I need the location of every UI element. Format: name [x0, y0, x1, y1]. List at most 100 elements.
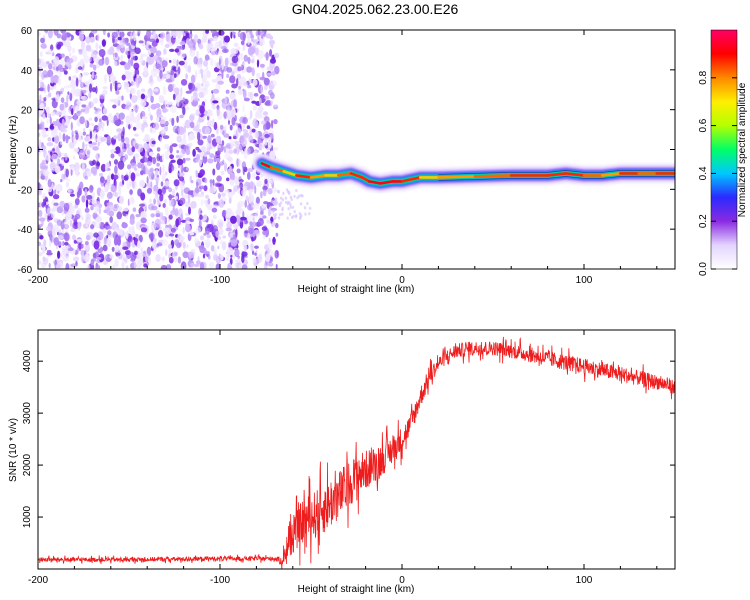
noise-speckle — [165, 206, 169, 216]
noise-speckle — [57, 64, 63, 70]
noise-speckle — [173, 87, 180, 94]
noise-speckle — [111, 246, 115, 252]
noise-speckle — [172, 188, 176, 198]
noise-speckle — [139, 179, 146, 188]
noise-speckle — [199, 159, 203, 165]
noise-speckle — [124, 250, 131, 256]
noise-speckle — [73, 256, 80, 262]
noise-speckle — [234, 64, 240, 74]
noise-speckle — [42, 44, 47, 49]
noise-speckle — [47, 207, 51, 216]
noise-speckle — [53, 30, 59, 36]
noise-speckle — [38, 170, 41, 180]
noise-speckle — [72, 75, 78, 79]
noise-speckle — [128, 226, 132, 234]
noise-speckle — [260, 191, 263, 199]
noise-speckle — [208, 113, 211, 117]
noise-speckle — [236, 168, 241, 174]
noise-speckle — [75, 69, 79, 74]
noise-speckle — [66, 94, 69, 104]
noise-speckle — [91, 71, 95, 79]
noise-speckle — [306, 201, 309, 206]
noise-speckle — [91, 30, 98, 34]
noise-speckle — [255, 175, 260, 181]
noise-speckle — [38, 132, 41, 137]
noise-speckle — [48, 262, 51, 269]
noise-speckle — [161, 173, 166, 182]
noise-speckle — [265, 33, 272, 39]
noise-speckle — [121, 95, 124, 101]
noise-speckle — [78, 30, 85, 35]
noise-speckle — [293, 210, 296, 214]
noise-speckle — [47, 30, 53, 39]
noise-speckle — [170, 104, 177, 114]
noise-speckle — [41, 201, 45, 208]
noise-speckle — [199, 68, 204, 75]
noise-speckle — [289, 195, 293, 199]
noise-speckle — [264, 133, 270, 138]
noise-speckle — [176, 115, 179, 123]
noise-speckle — [134, 107, 138, 113]
noise-speckle — [145, 253, 149, 263]
noise-speckle — [224, 65, 227, 72]
noise-speckle — [200, 146, 207, 152]
noise-speckle — [168, 199, 174, 207]
noise-speckle — [149, 75, 153, 83]
noise-speckle — [78, 73, 82, 81]
noise-speckle — [250, 33, 254, 43]
noise-speckle — [263, 201, 269, 205]
y-tick-label: -40 — [18, 225, 33, 236]
noise-speckle — [175, 218, 180, 228]
noise-speckle — [217, 145, 222, 148]
noise-speckle — [174, 48, 180, 53]
noise-speckle — [229, 139, 234, 147]
noise-speckle — [130, 162, 137, 169]
noise-speckle — [190, 95, 194, 103]
noise-speckle — [98, 253, 105, 263]
noise-speckle — [209, 153, 215, 159]
noise-speckle — [51, 111, 56, 117]
noise-speckle — [55, 118, 60, 126]
noise-speckle — [99, 93, 106, 100]
noise-speckle — [224, 96, 228, 104]
noise-speckle — [61, 32, 68, 41]
noise-speckle — [195, 146, 200, 151]
noise-speckle — [246, 125, 251, 130]
noise-speckle — [185, 148, 191, 156]
noise-speckle — [133, 126, 137, 131]
noise-speckle — [185, 38, 190, 45]
noise-speckle — [157, 59, 160, 65]
noise-speckle — [208, 261, 215, 269]
noise-speckle — [231, 117, 236, 126]
noise-speckle — [156, 243, 159, 248]
noise-speckle — [197, 63, 203, 69]
noise-speckle — [160, 181, 164, 187]
noise-speckle — [65, 212, 72, 220]
noise-speckle — [88, 160, 93, 165]
noise-speckle — [102, 107, 107, 115]
noise-speckle — [293, 194, 296, 198]
noise-speckle — [270, 100, 273, 105]
noise-speckle — [238, 85, 242, 91]
noise-speckle — [153, 184, 159, 192]
noise-speckle — [182, 36, 188, 40]
noise-speckle — [241, 189, 247, 196]
noise-speckle — [130, 172, 136, 182]
noise-speckle — [85, 241, 89, 246]
noise-speckle — [186, 244, 189, 249]
noise-speckle — [172, 93, 176, 101]
noise-speckle — [120, 120, 124, 125]
noise-speckle — [100, 176, 105, 184]
noise-speckle — [243, 244, 248, 251]
noise-speckle — [195, 70, 198, 78]
noise-speckle — [60, 124, 64, 132]
noise-speckle — [233, 34, 236, 39]
noise-speckle — [135, 221, 143, 230]
noise-speckle — [61, 158, 65, 166]
noise-speckle — [85, 222, 89, 228]
noise-speckle — [297, 194, 301, 198]
noise-speckle — [106, 191, 113, 200]
noise-speckle — [164, 43, 170, 49]
noise-speckle — [104, 74, 107, 84]
noise-speckle — [182, 157, 186, 164]
